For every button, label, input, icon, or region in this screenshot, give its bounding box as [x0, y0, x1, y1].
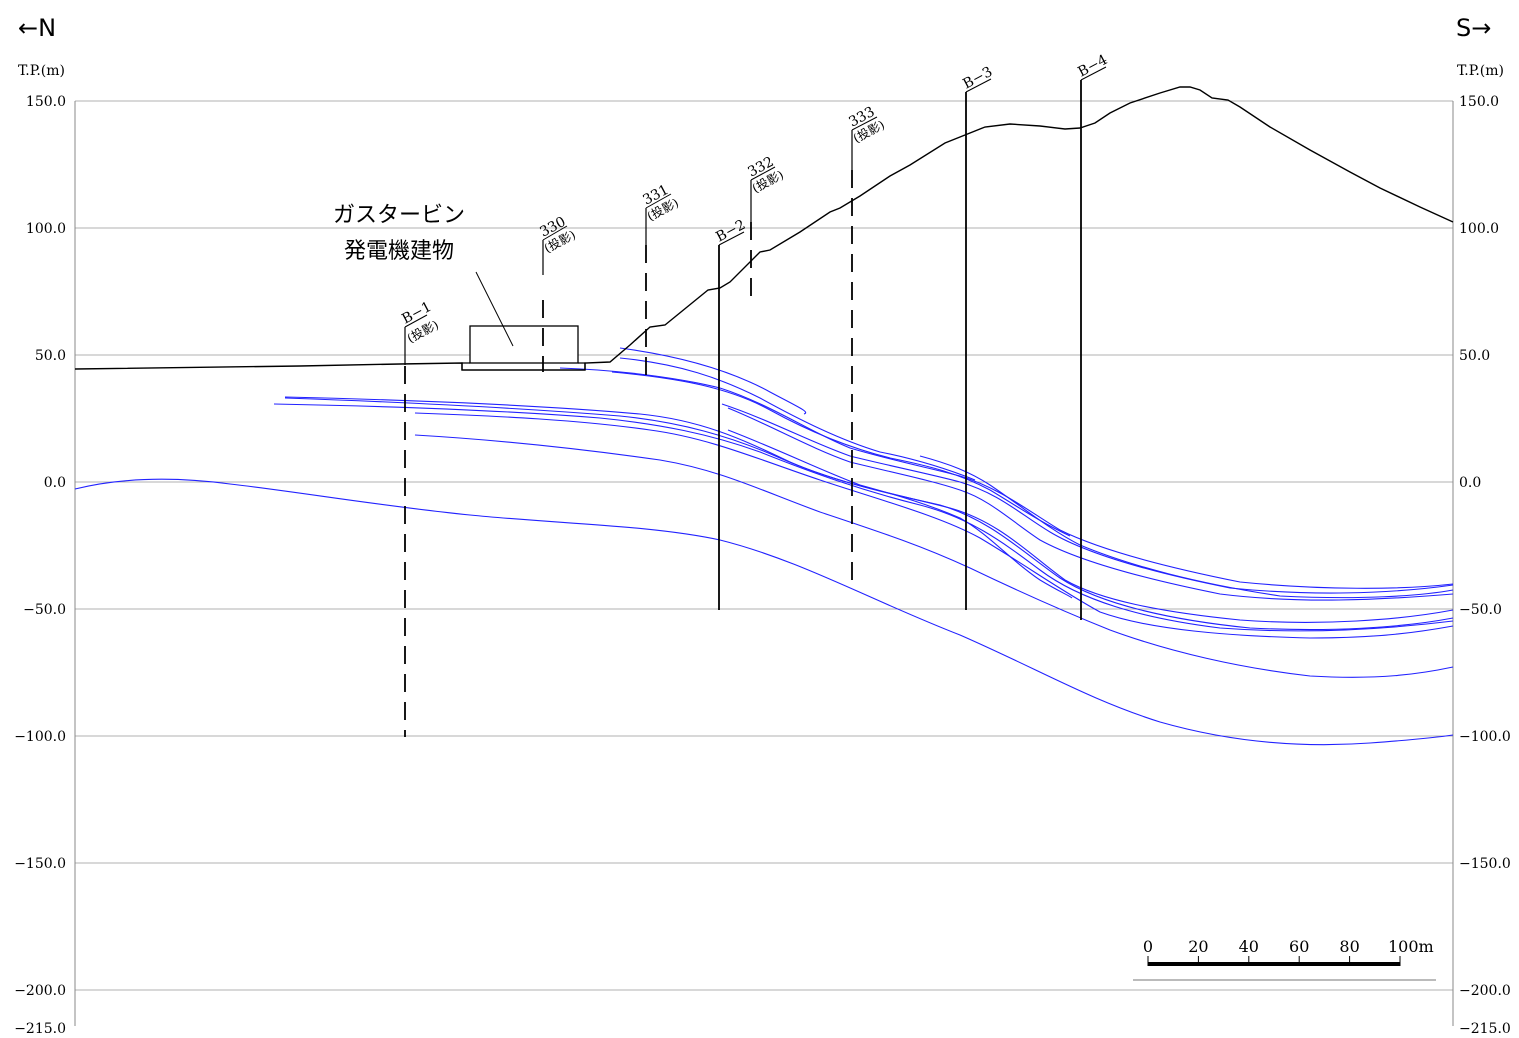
tick-label-left: −150.0	[14, 856, 66, 872]
borehole-label-b4: B−4	[1075, 52, 1110, 81]
tick-label-right: −50.0	[1459, 602, 1502, 618]
tick-label-right: 150.0	[1459, 94, 1499, 110]
tick-label-left: 0.0	[44, 475, 66, 491]
tick-label-right: −215.0	[1459, 1021, 1511, 1037]
gas-turbine-building	[461, 271, 586, 370]
unit-label-left: T.P.(m)	[18, 63, 65, 79]
elevation-grid: 150.0 150.0 100.0 100.0 50.0 50.0 0.0 0.0 −50.0 −…	[14, 94, 1511, 1037]
tick-label-right: −100.0	[1459, 729, 1511, 745]
borehole-labels: B−1 (投影) 330 (投影) 331 (投影) B−2 332 (投影) …	[399, 52, 1110, 346]
building-label-line1: ガスタービン	[333, 203, 465, 228]
unit-label-right: T.P.(m)	[1457, 63, 1504, 79]
tick-label-right: −150.0	[1459, 856, 1511, 872]
layer-line	[727, 429, 1073, 599]
tick-label-right: 0.0	[1459, 475, 1481, 491]
tick-label-right: −200.0	[1459, 983, 1511, 999]
layer-line	[414, 434, 1454, 678]
layer-line	[919, 455, 1454, 599]
tick-label-left: −200.0	[14, 983, 66, 999]
scale-tick-label: 40	[1239, 937, 1259, 956]
scale-tick-label: 0	[1143, 937, 1153, 956]
layer-line	[619, 357, 976, 481]
north-direction-label: ←N	[18, 14, 56, 42]
layer-line	[611, 371, 1071, 537]
layer-line	[727, 407, 1454, 601]
scale-tick-label: 80	[1339, 937, 1359, 956]
building-label-line2: 発電機建物	[344, 239, 454, 264]
borehole-label-b3: B−3	[960, 64, 995, 93]
layer-line	[721, 403, 1454, 594]
layer-line	[284, 396, 1454, 623]
layer-line	[559, 367, 721, 389]
tick-label-left: 100.0	[26, 221, 66, 237]
tick-label-left: −50.0	[23, 602, 66, 618]
tick-label-left: 150.0	[26, 94, 66, 110]
south-direction-label: S→	[1456, 14, 1491, 42]
borehole-flags	[404, 66, 1107, 328]
tick-label-right: 50.0	[1459, 348, 1490, 364]
tick-label-left: −215.0	[14, 1021, 66, 1037]
borehole-label-b2: B−2	[713, 217, 748, 246]
layer-line	[414, 412, 1454, 639]
tick-label-right: 100.0	[1459, 221, 1499, 237]
building-leader-line	[475, 271, 514, 347]
layer-line	[74, 478, 1454, 746]
geological-layers	[74, 347, 1454, 746]
layer-line	[273, 403, 1454, 632]
scale-tick-label: 100m	[1388, 937, 1434, 956]
scale-tick-label: 20	[1188, 937, 1208, 956]
scale-tick-label: 60	[1289, 937, 1309, 956]
tick-label-left: 50.0	[35, 348, 66, 364]
tick-label-left: −100.0	[14, 729, 66, 745]
layer-line	[619, 347, 807, 415]
scale-bar: 0 20 40 60 80 100m	[1133, 937, 1436, 981]
boreholes	[404, 80, 1082, 737]
ground-surface	[74, 86, 1454, 371]
layer-line	[719, 387, 1454, 589]
